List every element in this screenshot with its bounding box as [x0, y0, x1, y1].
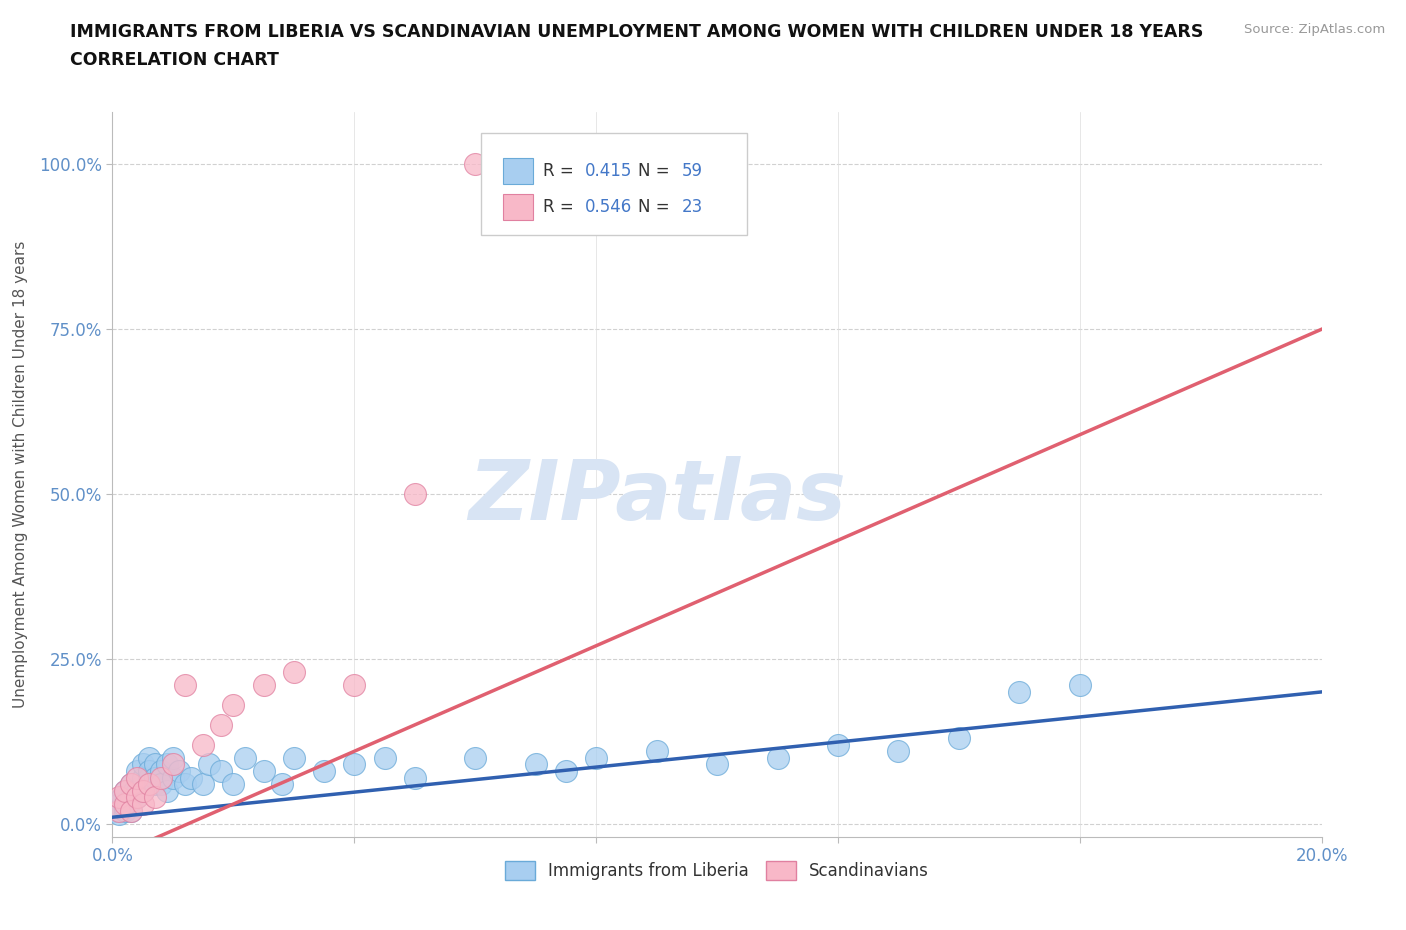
Point — [110, 790, 132, 804]
Point — [524, 757, 547, 772]
Point — [464, 157, 486, 172]
Point — [343, 757, 366, 772]
Point — [120, 790, 142, 804]
Point — [162, 751, 184, 765]
Bar — [503, 158, 533, 184]
Point — [138, 777, 160, 791]
Point — [117, 797, 139, 812]
Point — [125, 790, 148, 804]
Point — [156, 783, 179, 798]
Text: 23: 23 — [682, 198, 703, 217]
Point — [104, 804, 127, 818]
Text: 0.546: 0.546 — [585, 198, 633, 217]
Point — [149, 770, 172, 785]
Point — [107, 797, 129, 812]
Point — [132, 757, 155, 772]
Point — [174, 777, 197, 791]
Point — [114, 783, 136, 798]
Point — [645, 744, 668, 759]
Point — [125, 783, 148, 798]
Point — [180, 770, 202, 785]
Text: R =: R = — [543, 198, 574, 217]
Point — [235, 751, 257, 765]
Point — [343, 678, 366, 693]
Point — [107, 806, 129, 821]
Point — [125, 764, 148, 778]
Point — [948, 731, 970, 746]
Point — [766, 751, 789, 765]
Y-axis label: Unemployment Among Women with Children Under 18 years: Unemployment Among Women with Children U… — [13, 241, 28, 708]
Point — [222, 777, 245, 791]
Point — [138, 764, 160, 778]
FancyBboxPatch shape — [481, 133, 748, 235]
Point — [138, 751, 160, 765]
Point — [162, 770, 184, 785]
Point — [270, 777, 292, 791]
Text: N =: N = — [638, 198, 671, 217]
Point — [827, 737, 849, 752]
Point — [132, 783, 155, 798]
Point — [198, 757, 221, 772]
Point — [167, 764, 190, 778]
Point — [149, 777, 172, 791]
Point — [120, 777, 142, 791]
Point — [143, 777, 166, 791]
Bar — [503, 194, 533, 220]
Point — [209, 717, 232, 732]
Point — [209, 764, 232, 778]
Text: IMMIGRANTS FROM LIBERIA VS SCANDINAVIAN UNEMPLOYMENT AMONG WOMEN WITH CHILDREN U: IMMIGRANTS FROM LIBERIA VS SCANDINAVIAN … — [70, 23, 1204, 41]
Point — [120, 793, 142, 808]
Point — [191, 737, 214, 752]
Text: N =: N = — [638, 162, 671, 180]
Point — [222, 698, 245, 712]
Point — [114, 783, 136, 798]
Point — [114, 804, 136, 818]
Point — [143, 757, 166, 772]
Point — [132, 797, 155, 812]
Point — [1008, 684, 1031, 699]
Point — [132, 777, 155, 791]
Point — [143, 770, 166, 785]
Point — [191, 777, 214, 791]
Point — [706, 757, 728, 772]
Text: 0.415: 0.415 — [585, 162, 633, 180]
Point — [125, 790, 148, 804]
Point — [283, 751, 305, 765]
Legend: Immigrants from Liberia, Scandinavians: Immigrants from Liberia, Scandinavians — [498, 854, 936, 886]
Point — [138, 770, 160, 785]
Point — [120, 804, 142, 818]
Text: R =: R = — [543, 162, 574, 180]
Point — [143, 790, 166, 804]
Point — [253, 764, 276, 778]
Point — [122, 783, 145, 798]
Point — [120, 804, 142, 818]
Point — [107, 804, 129, 818]
Point — [149, 764, 172, 778]
Text: 59: 59 — [682, 162, 703, 180]
Point — [162, 757, 184, 772]
Point — [174, 678, 197, 693]
Point — [554, 764, 576, 778]
Point — [132, 783, 155, 798]
Text: CORRELATION CHART: CORRELATION CHART — [70, 51, 280, 69]
Point — [107, 790, 129, 804]
Point — [374, 751, 396, 765]
Point — [114, 797, 136, 812]
Point — [125, 770, 148, 785]
Point — [404, 486, 426, 501]
Point — [404, 770, 426, 785]
Text: ZIPatlas: ZIPatlas — [468, 456, 845, 537]
Text: Source: ZipAtlas.com: Source: ZipAtlas.com — [1244, 23, 1385, 36]
Point — [283, 665, 305, 680]
Point — [314, 764, 336, 778]
Point — [132, 770, 155, 785]
Point — [464, 751, 486, 765]
Point — [253, 678, 276, 693]
Point — [887, 744, 910, 759]
Point — [1069, 678, 1091, 693]
Point — [114, 800, 136, 815]
Point — [156, 757, 179, 772]
Point — [585, 751, 607, 765]
Point — [120, 777, 142, 791]
